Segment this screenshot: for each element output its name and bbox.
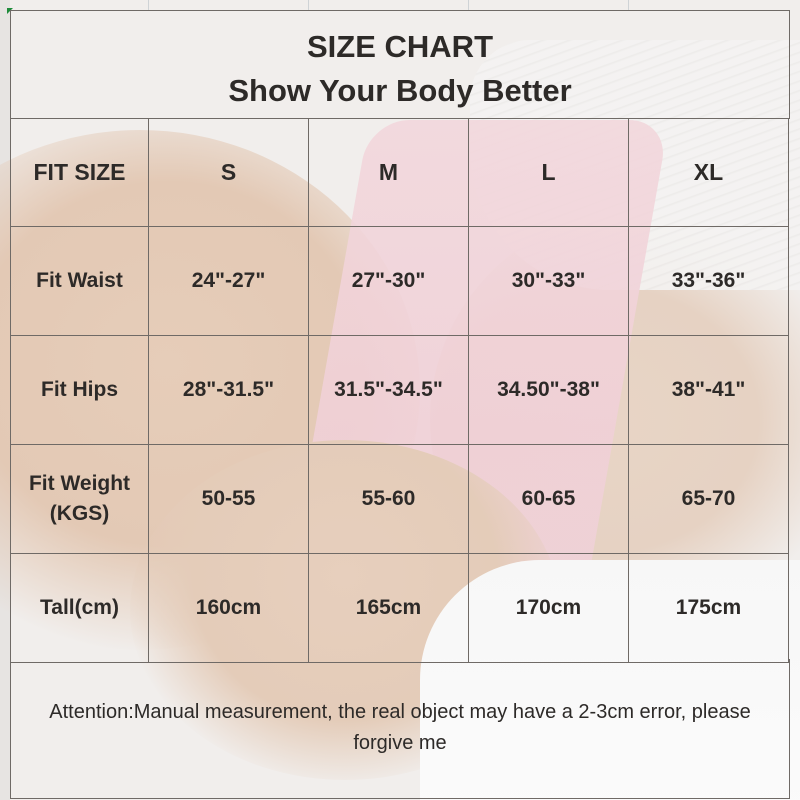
table-cell: 65-70 <box>628 444 789 554</box>
header-cell: FIT SIZE <box>10 118 149 227</box>
note-block: Attention:Manual measurement, the real o… <box>10 659 790 799</box>
table-cell: 30"-33" <box>468 226 629 336</box>
table-header-row: FIT SIZE S M L XL <box>10 118 789 227</box>
row-label: Fit Hips <box>10 335 149 445</box>
header-cell-size: S <box>148 118 309 227</box>
table-cell: 160cm <box>148 553 309 663</box>
row-label: Tall(cm) <box>10 553 149 663</box>
table-cell: 170cm <box>468 553 629 663</box>
table-cell: 33"-36" <box>628 226 789 336</box>
table-cell: 55-60 <box>308 444 469 554</box>
size-table: FIT SIZE S M L XL Fit Waist 24"-27" 27"-… <box>10 118 789 663</box>
header-cell-size: M <box>308 118 469 227</box>
table-row: Tall(cm) 160cm 165cm 170cm 175cm <box>10 553 789 663</box>
table-cell: 38"-41" <box>628 335 789 445</box>
table-cell: 60-65 <box>468 444 629 554</box>
table-cell: 24"-27" <box>148 226 309 336</box>
row-label: Fit Weight (KGS) <box>10 444 149 554</box>
chart-subtitle: Show Your Body Better <box>228 73 572 108</box>
table-row: Fit Weight (KGS) 50-55 55-60 60-65 65-70 <box>10 444 789 554</box>
size-chart: SIZE CHART Show Your Body Better FIT SIZ… <box>10 10 790 799</box>
table-cell: 175cm <box>628 553 789 663</box>
table-row: Fit Waist 24"-27" 27"-30" 30"-33" 33"-36… <box>10 226 789 336</box>
table-cell: 50-55 <box>148 444 309 554</box>
table-row: Fit Hips 28"-31.5" 31.5"-34.5" 34.50"-38… <box>10 335 789 445</box>
table-cell: 165cm <box>308 553 469 663</box>
attention-note: Attention:Manual measurement, the real o… <box>49 701 751 754</box>
header-cell-size: XL <box>628 118 789 227</box>
title-block: SIZE CHART Show Your Body Better <box>10 10 790 119</box>
table-cell: 31.5"-34.5" <box>308 335 469 445</box>
row-label: Fit Waist <box>10 226 149 336</box>
header-cell-size: L <box>468 118 629 227</box>
chart-title: SIZE CHART <box>307 29 493 64</box>
table-cell: 34.50"-38" <box>468 335 629 445</box>
table-cell: 28"-31.5" <box>148 335 309 445</box>
table-cell: 27"-30" <box>308 226 469 336</box>
